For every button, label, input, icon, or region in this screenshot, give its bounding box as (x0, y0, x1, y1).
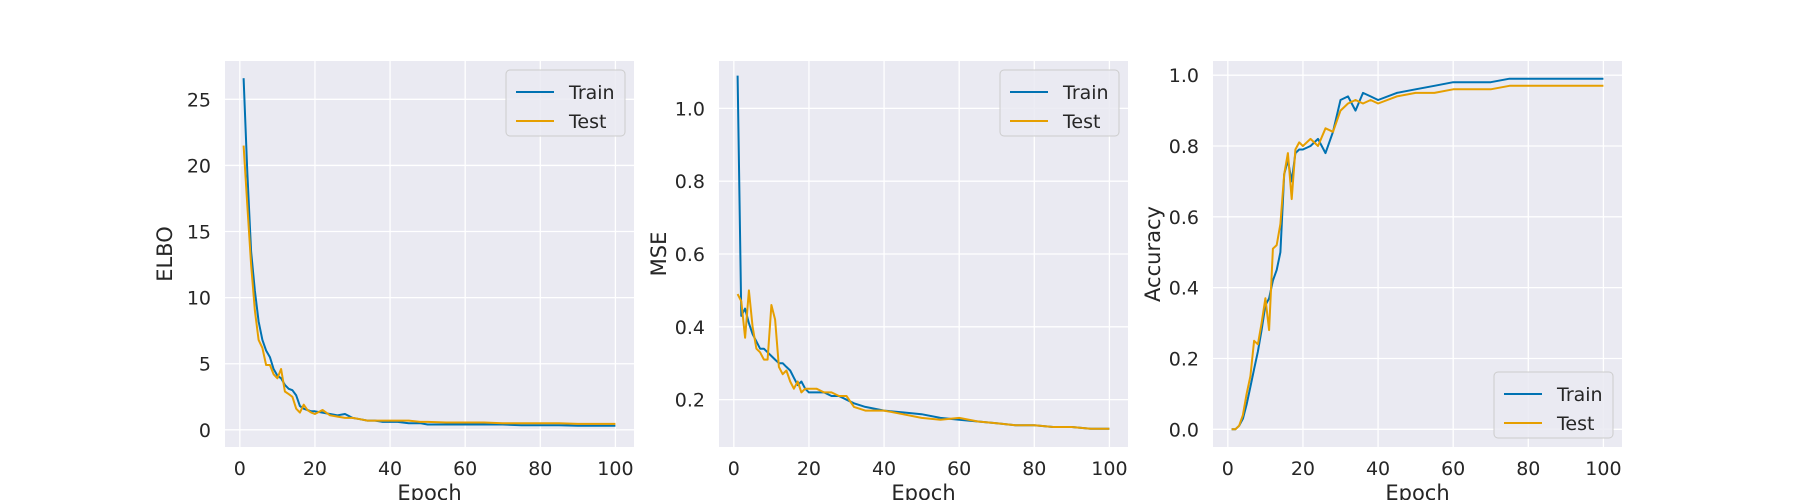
x-tick-label: 20 (303, 458, 327, 480)
y-tick-label: 10 (187, 288, 211, 310)
y-tick-label: 15 (187, 222, 211, 244)
legend-label-train: Train (1062, 82, 1109, 104)
x-tick-label: 40 (378, 458, 402, 480)
x-tick-label: 0 (1222, 458, 1234, 480)
y-tick-label: 1.0 (675, 98, 705, 120)
x-tick-label: 20 (1291, 458, 1315, 480)
y-tick-label: 20 (187, 155, 211, 177)
y-axis-label: MSE (647, 232, 671, 277)
chart-panel-3: 0 20 40 60 80 100 0.0 0.2 0.4 0.6 0.8 1.0 Epoch Accur… (1141, 61, 1622, 500)
x-tick-label: 20 (797, 458, 821, 480)
y-axis-label: Accuracy (1141, 206, 1165, 302)
legend-label-train: Train (568, 82, 615, 104)
y-tick-label: 0.0 (1169, 419, 1199, 441)
x-tick-label: 60 (947, 458, 971, 480)
series-line-train (242, 78, 616, 427)
y-tick-label: 0.2 (675, 390, 705, 412)
series-line-test (736, 289, 1110, 430)
series-line-test (242, 145, 616, 425)
y-tick-label: 0.6 (675, 244, 705, 266)
x-tick-label: 80 (1022, 458, 1046, 480)
legend-box (505, 69, 626, 137)
legend-label-test: Test (568, 111, 606, 133)
x-tick-label: 80 (528, 458, 552, 480)
x-tick-label: 100 (1585, 458, 1621, 480)
chart-panel-1: 0 20 40 60 80 100 0 5 10 15 20 25 Epoch ELBO Train Test (153, 61, 634, 500)
x-tick-label: 60 (453, 458, 477, 480)
x-axis-label: Epoch (1385, 481, 1449, 500)
x-tick-label: 60 (1441, 458, 1465, 480)
y-tick-label: 25 (187, 89, 211, 111)
legend-box (999, 69, 1120, 137)
x-tick-label: 0 (234, 458, 246, 480)
y-tick-label: 0.4 (675, 317, 705, 339)
y-axis-label: ELBO (153, 226, 177, 282)
x-axis-label: Epoch (891, 481, 955, 500)
y-tick-label: 0 (199, 420, 211, 442)
chart-panel-2: 0 20 40 60 80 100 0.2 0.4 0.6 0.8 1.0 Epoch MSE Train… (647, 61, 1128, 500)
y-tick-label: 1.0 (1169, 65, 1199, 87)
x-tick-label: 100 (1091, 458, 1127, 480)
series-line-test (1231, 84, 1604, 431)
legend-box (1493, 371, 1614, 439)
x-tick-label: 40 (872, 458, 896, 480)
y-tick-label: 0.8 (1169, 136, 1199, 158)
x-tick-label: 100 (597, 458, 633, 480)
legend: Train Test (1493, 371, 1614, 439)
legend: Train Test (999, 69, 1120, 137)
legend-label-test: Test (1556, 413, 1594, 435)
y-tick-label: 0.2 (1169, 348, 1199, 370)
legend-label-test: Test (1062, 111, 1100, 133)
x-tick-label: 40 (1366, 458, 1390, 480)
y-tick-label: 0.8 (675, 171, 705, 193)
x-axis-label: Epoch (397, 481, 461, 500)
y-tick-label: 0.4 (1169, 278, 1199, 300)
legend-label-train: Train (1556, 384, 1603, 406)
x-tick-label: 80 (1516, 458, 1540, 480)
legend: Train Test (505, 69, 626, 137)
x-tick-label: 0 (728, 458, 740, 480)
y-tick-label: 5 (199, 354, 211, 376)
y-tick-label: 0.6 (1169, 207, 1199, 229)
